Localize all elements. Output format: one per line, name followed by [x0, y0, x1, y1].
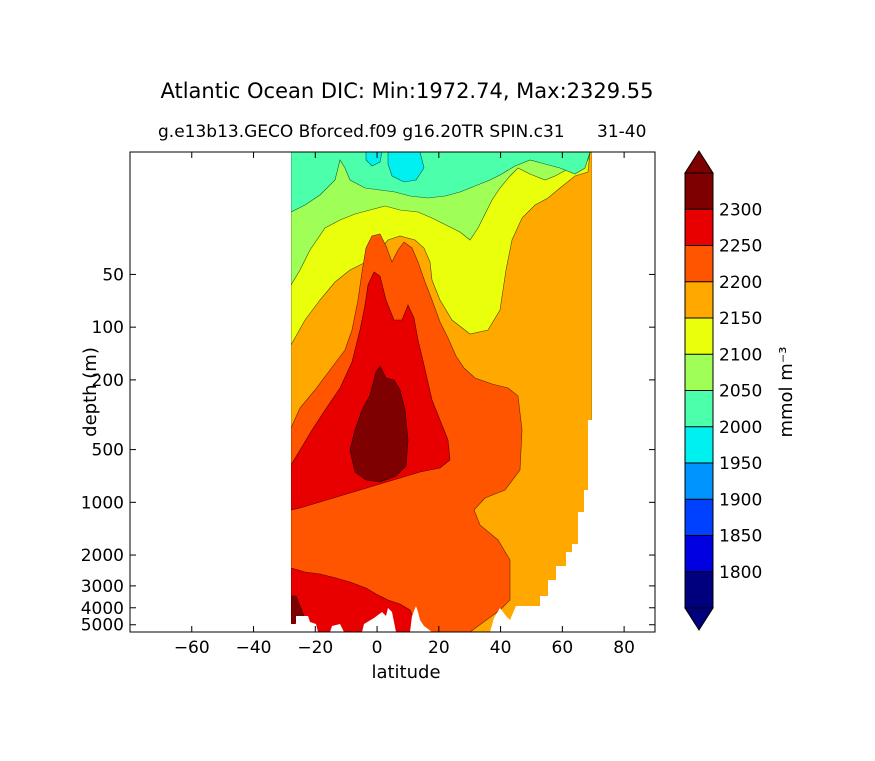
y-tick-label: 100: [92, 318, 124, 338]
y-tick-label: 200: [92, 371, 124, 391]
colorbar-tick-label: 2050: [719, 382, 762, 402]
colorbar-swatch: [685, 426, 713, 463]
colorbar-tick-label: 2000: [719, 418, 762, 438]
colorbar-tick-label: 2100: [719, 345, 762, 365]
contour-band-2250-2300: [290, 271, 451, 511]
x-tick-label: 60: [552, 638, 574, 658]
chart-title: Atlantic Ocean DIC: Min:1972.74, Max:232…: [160, 79, 653, 103]
contour-band-above-2300: [349, 365, 409, 483]
colorbar-tick-label: 2250: [719, 237, 762, 257]
x-tick-label: 0: [372, 638, 383, 658]
y-axis-label: depth (m): [80, 347, 101, 437]
colorbar-swatch: [685, 571, 713, 608]
colorbar-tick-label: 1900: [719, 490, 762, 510]
x-axis-label: latitude: [371, 662, 440, 683]
contour-band-2000-2050: [290, 152, 591, 213]
colorbar-swatch: [685, 390, 713, 427]
east-basin-mask: [592, 152, 655, 632]
x-tick-label: 40: [490, 638, 512, 658]
bathymetry-mask: [291, 420, 592, 632]
colorbar-extend-min: [684, 607, 714, 631]
colorbar-tick-label: 1950: [719, 454, 762, 474]
y-tick-label: 4000: [81, 599, 124, 619]
plot-area: [130, 152, 655, 632]
colorbar-tick-label: 1800: [719, 563, 762, 583]
colorbar-swatch: [685, 209, 713, 246]
chart-subtitle: g.e13b13.GECO Bforced.f09 g16.20TR SPIN.…: [158, 122, 565, 142]
colorbar-tick-label: 2200: [719, 273, 762, 293]
west-land-mask: [130, 152, 291, 632]
colorbar-tick-label: 1850: [719, 527, 762, 547]
colorbar-tick-label: 2300: [719, 200, 762, 220]
y-tick-label: 5000: [81, 616, 124, 636]
colorbar-swatch: [685, 245, 713, 282]
colorbar-extend-max: [684, 150, 714, 174]
chart-subtitle-overlap: 31-40: [597, 122, 646, 142]
x-axis: −60 −40 −20 0 20 40 60 80: [174, 152, 635, 658]
y-tick-label: 500: [92, 441, 124, 461]
colorbar-swatch: [685, 173, 713, 210]
colorbar-swatch: [685, 499, 713, 536]
colorbar-swatch: [685, 281, 713, 318]
x-tick-label: −20: [297, 638, 333, 658]
y-tick-label: 50: [102, 265, 124, 285]
x-tick-label: 80: [613, 638, 635, 658]
colorbar-label: mmol m⁻³: [776, 346, 797, 437]
colorbar-swatch: [685, 535, 713, 572]
y-tick-label: 3000: [81, 577, 124, 597]
x-tick-label: −60: [174, 638, 210, 658]
y-tick-label: 1000: [81, 493, 124, 513]
contour-band-1950-2000: [365, 152, 425, 183]
colorbar-swatch: [685, 354, 713, 391]
x-tick-label: −40: [236, 638, 272, 658]
colorbar-swatch: [685, 463, 713, 500]
colorbar: 1800 1850 1900 1950 2000 2050 2100 2150 2200 2250…: [684, 150, 762, 631]
x-tick-label: 20: [428, 638, 450, 658]
colorbar-swatch: [685, 318, 713, 355]
plot-frame: [129, 151, 656, 633]
y-tick-label: 2000: [81, 546, 124, 566]
colorbar-tick-label: 2150: [719, 309, 762, 329]
